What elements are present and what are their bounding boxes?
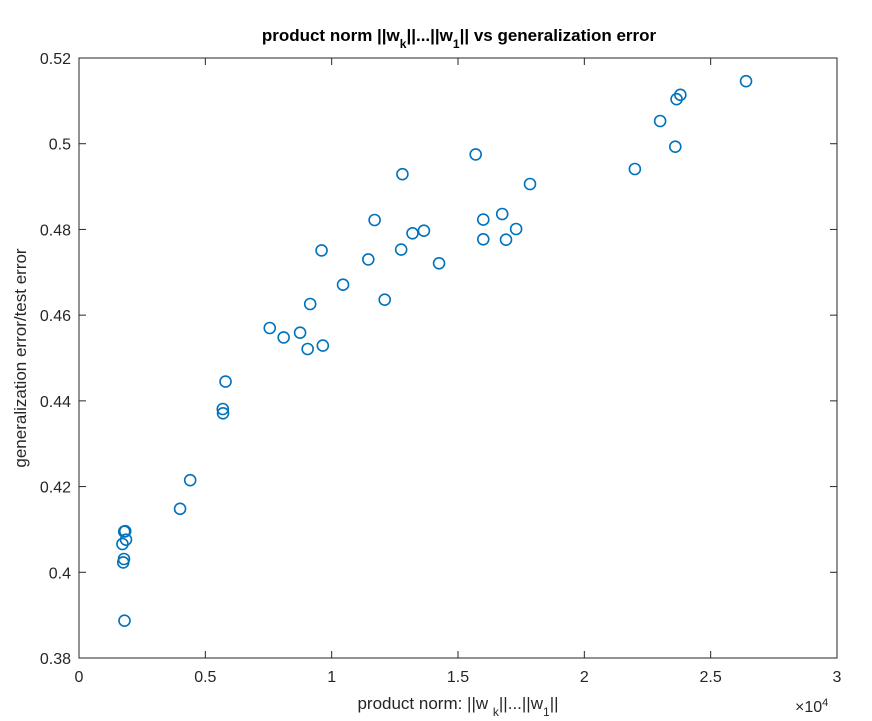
scatter-point [219, 375, 232, 388]
scatter-point [117, 552, 131, 566]
scatter-point [653, 114, 667, 128]
scatter-point [674, 88, 687, 102]
y-tick-label: 0.5 [49, 137, 71, 154]
axis-ticks: 0 0.5 1 1.5 2 2.5 3 0.38 0.4 0.42 0.44 0.46 0.48 0.5 0… [40, 51, 842, 686]
scatter-point [417, 224, 431, 238]
y-tick-label: 0.38 [40, 651, 71, 668]
scatter-point [394, 243, 408, 256]
x-tick-label: 2 [580, 669, 589, 686]
y-tick-label: 0.46 [40, 308, 71, 325]
x-axis-multiplier: ×104 [795, 697, 828, 716]
scatter-point [406, 226, 419, 240]
x-tick-label: 1 [327, 669, 336, 686]
scatter-point [739, 74, 753, 88]
scatter-point [495, 207, 509, 221]
scatter-point [432, 256, 446, 270]
y-axis-label: generalization error/test error [11, 248, 30, 468]
scatter-point [118, 524, 132, 538]
x-tick-label: 3 [833, 669, 842, 686]
scatter-point [216, 406, 230, 420]
scatter-point [396, 167, 409, 181]
scatter-point [368, 213, 381, 227]
scatter-point [336, 278, 350, 292]
scatter-point [183, 473, 197, 487]
scatter-point [277, 331, 290, 344]
scatter-point [362, 253, 375, 266]
scatter-point [476, 213, 490, 226]
scatter-point [301, 342, 314, 356]
scatter-point [670, 92, 683, 106]
y-tick-label: 0.48 [40, 222, 71, 239]
scatter-point [118, 614, 131, 628]
scatter-point [216, 402, 230, 416]
y-tick-label: 0.52 [40, 51, 71, 68]
x-axis-label: product norm: ||w k||...||w1|| [357, 694, 558, 719]
scatter-point [469, 148, 482, 161]
data-points [116, 74, 753, 628]
scatter-point [173, 502, 187, 516]
scatter-point [668, 140, 682, 154]
scatter-point [303, 297, 317, 311]
scatter-point [315, 244, 328, 257]
scatter-point [116, 537, 129, 551]
x-tick-label: 0 [75, 669, 84, 686]
x-tick-label: 1.5 [447, 669, 469, 686]
scatter-point [378, 293, 392, 307]
scatter-point [499, 233, 513, 247]
scatter-point [119, 533, 133, 547]
scatter-point [476, 232, 490, 246]
scatter-point [523, 177, 537, 191]
scatter-point [293, 326, 307, 340]
y-tick-label: 0.42 [40, 480, 71, 497]
scatter-point [263, 321, 277, 335]
y-tick-label: 0.44 [40, 394, 71, 411]
x-tick-label: 0.5 [194, 669, 216, 686]
y-tick-label: 0.4 [49, 565, 71, 582]
chart-title: product norm ||wk||...||w1|| vs generali… [262, 26, 657, 51]
scatter-point [628, 162, 642, 176]
scatter-point [509, 222, 523, 236]
x-tick-label: 2.5 [700, 669, 722, 686]
scatter-point [316, 339, 330, 352]
